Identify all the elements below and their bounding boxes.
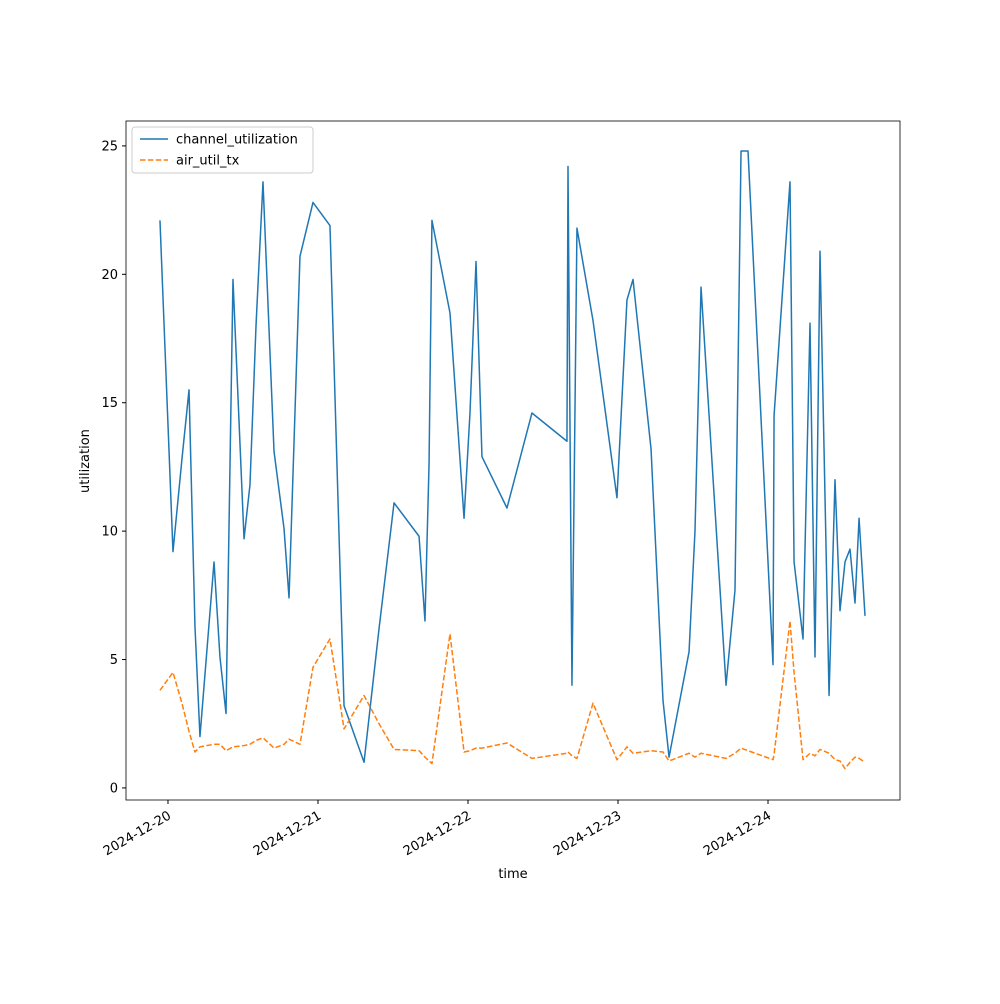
x-axis-label: time (498, 867, 527, 882)
plot-frame (125, 120, 901, 801)
legend-box (131, 126, 314, 174)
y-tick-label: 10 (101, 525, 118, 540)
y-tick-label: 20 (101, 268, 118, 283)
y-tick-label: 0 (110, 781, 118, 796)
y-tick-label: 25 (101, 139, 118, 154)
y-axis-label: utilization (78, 429, 93, 493)
y-tick-label: 15 (101, 396, 118, 411)
series-line (159, 150, 866, 763)
legend-label: air_util_tx (176, 154, 240, 169)
legend-label: channel_utilization (176, 133, 298, 148)
series-line (159, 620, 866, 770)
y-tick-label: 5 (110, 653, 118, 668)
